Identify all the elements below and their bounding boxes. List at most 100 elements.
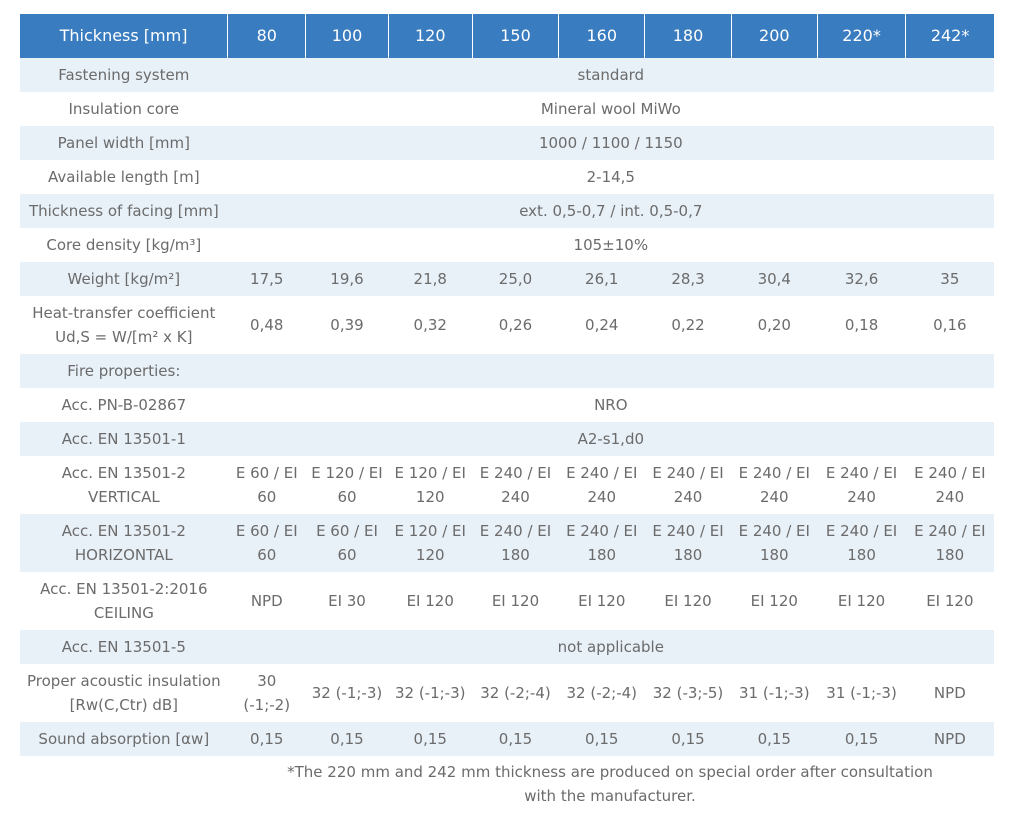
table-row: Acc. EN 13501-5 not applicable bbox=[20, 630, 994, 664]
table-row: Acc. EN 13501-2:2016 CEILING NPD EI 30 EI 1… bbox=[20, 572, 994, 630]
table-cell: 31 (-1;-3) bbox=[826, 684, 897, 702]
table-cell: E 240 / EI 240 bbox=[914, 464, 986, 506]
table-cell: 0,26 bbox=[498, 316, 533, 334]
table-cell: E 240 / EI 180 bbox=[738, 522, 810, 564]
table-row: Acc. EN 13501-2 VERTICAL E 60 / EI 60 E 12… bbox=[20, 456, 994, 514]
table-cell: E 120 / EI 120 bbox=[394, 522, 466, 564]
header-cell-150: 150 bbox=[472, 14, 560, 58]
row-label: Acc. PN-B-02867 bbox=[61, 396, 187, 414]
header-cell-180: 180 bbox=[644, 14, 732, 58]
table-cell-merged: A2-s1,d0 bbox=[577, 430, 645, 448]
header-cell-100: 100 bbox=[305, 14, 389, 58]
table-cell-merged: 105±10% bbox=[573, 236, 649, 254]
table-cell: 0,15 bbox=[844, 730, 879, 748]
table-row: Acc. EN 13501-2 HORIZONTAL E 60 / EI 60 E … bbox=[20, 514, 994, 572]
table-cell: E 240 / EI 180 bbox=[566, 522, 638, 564]
table-cell: 32 (-2;-4) bbox=[480, 684, 551, 702]
row-label: Fastening system bbox=[58, 66, 190, 84]
table-row: Insulation core Mineral wool MiWo bbox=[20, 92, 994, 126]
table-cell: 31 (-1;-3) bbox=[739, 684, 810, 702]
table-cell: E 240 / EI 180 bbox=[479, 522, 552, 564]
table-row: Sound absorption [αw] 0,15 0,15 0,15 0,15 0,1… bbox=[20, 722, 994, 756]
table-cell: 0,15 bbox=[498, 730, 533, 748]
table-body: Fastening system standard Insulation core M… bbox=[20, 58, 994, 756]
table-cell-merged: ext. 0,5-0,7 / int. 0,5-0,7 bbox=[519, 202, 703, 220]
header-cell-220: 220* bbox=[817, 14, 907, 58]
row-label: Acc. EN 13501-1 bbox=[61, 430, 186, 448]
table-cell-merged: not applicable bbox=[557, 638, 664, 656]
table-row: Weight [kg/m²] 17,5 19,6 21,8 25,0 26,1 28,3 30… bbox=[20, 262, 994, 296]
row-label: Acc. EN 13501-5 bbox=[61, 638, 186, 656]
table-cell: 32 (-1;-3) bbox=[311, 684, 383, 702]
table-cell: 19,6 bbox=[330, 270, 364, 288]
footnote: *The 220 mm and 242 mm thickness are pro… bbox=[287, 763, 933, 805]
table-cell: 0,16 bbox=[933, 316, 967, 334]
table-cell: EI 120 bbox=[837, 592, 886, 610]
table-cell: 17,5 bbox=[250, 270, 284, 288]
row-label: Weight [kg/m²] bbox=[67, 270, 181, 288]
table-row: Thickness of facing [mm] ext. 0,5-0,7 / i… bbox=[20, 194, 994, 228]
table-cell: EI 30 bbox=[328, 592, 366, 610]
table-cell: EI 120 bbox=[406, 592, 454, 610]
header-row: Thickness [mm] 80 100 120 150 160 180 20… bbox=[20, 14, 994, 58]
table-cell: 0,32 bbox=[413, 316, 447, 334]
row-label: Available length [m] bbox=[48, 168, 200, 186]
table-row: Fastening system standard bbox=[20, 58, 994, 92]
table-cell-merged: NRO bbox=[594, 396, 628, 414]
table-cell: E 240 / EI 180 bbox=[825, 522, 898, 564]
table-cell: E 240 / EI 240 bbox=[652, 464, 724, 506]
table-cell: 25,0 bbox=[498, 270, 533, 288]
row-label: Fire properties: bbox=[67, 362, 181, 380]
table-cell: 32 (-2;-4) bbox=[566, 684, 638, 702]
table-cell: 0,18 bbox=[844, 316, 879, 334]
header-cell-120: 120 bbox=[388, 14, 473, 58]
table-cell: NPD bbox=[933, 730, 966, 748]
table-cell: E 240 / EI 180 bbox=[914, 522, 986, 564]
table-cell-merged: Mineral wool MiWo bbox=[540, 100, 681, 118]
table-cell: E 120 / EI 120 bbox=[394, 464, 466, 506]
table-cell: NPD bbox=[933, 684, 966, 702]
table-cell: NPD bbox=[250, 592, 283, 610]
table-cell: 0,15 bbox=[757, 730, 791, 748]
table-cell: E 240 / EI 240 bbox=[479, 464, 552, 506]
table-cell: 32 (-1;-3) bbox=[394, 684, 466, 702]
table-cell: 35 bbox=[940, 270, 960, 288]
row-label: Acc. EN 13501-2 HORIZONTAL bbox=[61, 522, 186, 564]
row-label: Core density [kg/m³] bbox=[46, 236, 202, 254]
header-cell-label: Thickness [mm] bbox=[20, 14, 229, 58]
table-cell-merged: standard bbox=[577, 66, 645, 84]
table-row: Fire properties: bbox=[20, 354, 994, 388]
table-cell: 30 (-1;-2) bbox=[243, 672, 291, 714]
table-cell-merged bbox=[228, 354, 994, 388]
table-cell: 32,6 bbox=[844, 270, 879, 288]
table-cell: 26,1 bbox=[585, 270, 619, 288]
table-cell: E 120 / EI 60 bbox=[311, 464, 383, 506]
table-cell: 0,39 bbox=[330, 316, 364, 334]
table-cell: 0,15 bbox=[250, 730, 284, 748]
table-cell: EI 120 bbox=[578, 592, 626, 610]
row-label: Panel width [mm] bbox=[57, 134, 190, 152]
table-cell: E 240 / EI 180 bbox=[652, 522, 724, 564]
table-cell: E 240 / EI 240 bbox=[566, 464, 638, 506]
table-row: Proper acoustic insulation [Rw(C,Ctr) dB… bbox=[20, 664, 994, 722]
table-cell: E 240 / EI 240 bbox=[825, 464, 898, 506]
table-cell: 0,15 bbox=[585, 730, 619, 748]
row-label: Acc. EN 13501-2:2016 CEILING bbox=[40, 580, 208, 622]
row-label: Acc. EN 13501-2 VERTICAL bbox=[61, 464, 186, 506]
table-cell: E 60 / EI 60 bbox=[235, 464, 298, 506]
header-cell-80: 80 bbox=[227, 14, 307, 58]
table-cell: 21,8 bbox=[413, 270, 447, 288]
table-cell: E 60 / EI 60 bbox=[316, 522, 378, 564]
row-label: Heat-transfer coefficient Ud,S = W/[m² x… bbox=[32, 304, 216, 346]
table-cell: 0,20 bbox=[757, 316, 791, 334]
table-cell: E 240 / EI 240 bbox=[738, 464, 810, 506]
table-row: Core density [kg/m³] 105±10% bbox=[20, 228, 994, 262]
table-cell: E 60 / EI 60 bbox=[235, 522, 298, 564]
table-row: Acc. PN-B-02867 NRO bbox=[20, 388, 994, 422]
table-cell: EI 120 bbox=[664, 592, 712, 610]
table-cell: 30,4 bbox=[757, 270, 791, 288]
table-row: Heat-transfer coefficient Ud,S = W/[m² x… bbox=[20, 296, 994, 354]
header-cell-200: 200 bbox=[731, 14, 818, 58]
table-cell: 0,24 bbox=[585, 316, 619, 334]
table-cell: 0,15 bbox=[671, 730, 705, 748]
